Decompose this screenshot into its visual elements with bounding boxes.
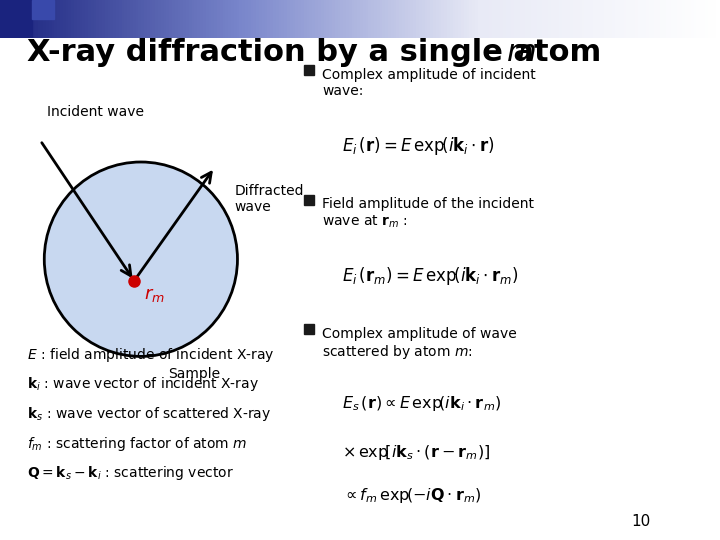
Bar xyxy=(32,0,54,19)
Text: $\times\,\mathrm{exp}\!\left[i\mathbf{k}_s \cdot \left(\mathbf{r} - \mathbf{r}_m: $\times\,\mathrm{exp}\!\left[i\mathbf{k}… xyxy=(342,443,490,462)
Text: $\mathbf{k}_i$ : wave vector of incident X-ray: $\mathbf{k}_i$ : wave vector of incident… xyxy=(27,375,258,393)
Text: $\mathbf{Q} = \mathbf{k}_s - \mathbf{k}_i$ : scattering vector: $\mathbf{Q} = \mathbf{k}_s - \mathbf{k}_… xyxy=(27,464,234,482)
Ellipse shape xyxy=(44,162,238,356)
Text: $\propto f_m\,\mathrm{exp}\!\left(-i\mathbf{Q} \cdot \mathbf{r}_m\right)$: $\propto f_m\,\mathrm{exp}\!\left(-i\mat… xyxy=(342,486,482,505)
Text: $f_m$ : scattering factor of atom $m$: $f_m$ : scattering factor of atom $m$ xyxy=(27,435,247,453)
Text: Complex amplitude of incident
wave:: Complex amplitude of incident wave: xyxy=(322,68,536,98)
Text: 10: 10 xyxy=(631,514,651,529)
Text: X-ray diffraction by a single atom: X-ray diffraction by a single atom xyxy=(27,38,612,67)
Text: Complex amplitude of wave
scattered by atom $m$:: Complex amplitude of wave scattered by a… xyxy=(322,327,517,361)
Text: Incident wave: Incident wave xyxy=(47,105,144,119)
Bar xyxy=(0,0,32,38)
Text: $E_s\,(\mathbf{r}) \propto E\,\mathrm{exp}\!\left(i\mathbf{k}_i \cdot \mathbf{r}: $E_s\,(\mathbf{r}) \propto E\,\mathrm{ex… xyxy=(342,394,501,413)
Text: $E_i\,(\mathbf{r}_m)= E\,\mathrm{exp}\!\left(i\mathbf{k}_i \cdot \mathbf{r}_m\ri: $E_i\,(\mathbf{r}_m)= E\,\mathrm{exp}\!\… xyxy=(342,265,519,287)
Text: $E_i\,(\mathbf{r})= E\,\mathrm{exp}\!\left(i\mathbf{k}_i \cdot \mathbf{r}\right): $E_i\,(\mathbf{r})= E\,\mathrm{exp}\!\le… xyxy=(342,135,495,157)
Text: Diffracted
wave: Diffracted wave xyxy=(235,184,305,214)
Text: $r_m$: $r_m$ xyxy=(144,286,165,304)
Text: Sample: Sample xyxy=(168,367,220,381)
Text: $\mathbf{k}_s$ : wave vector of scattered X-ray: $\mathbf{k}_s$ : wave vector of scattere… xyxy=(27,405,271,423)
Text: $m$: $m$ xyxy=(506,38,536,67)
Text: $\mathit{E}$ : field amplitude of incident X-ray: $\mathit{E}$ : field amplitude of incide… xyxy=(27,346,274,363)
Text: Field amplitude of the incident
wave at $\mathbf{r}_m$ :: Field amplitude of the incident wave at … xyxy=(322,197,534,230)
